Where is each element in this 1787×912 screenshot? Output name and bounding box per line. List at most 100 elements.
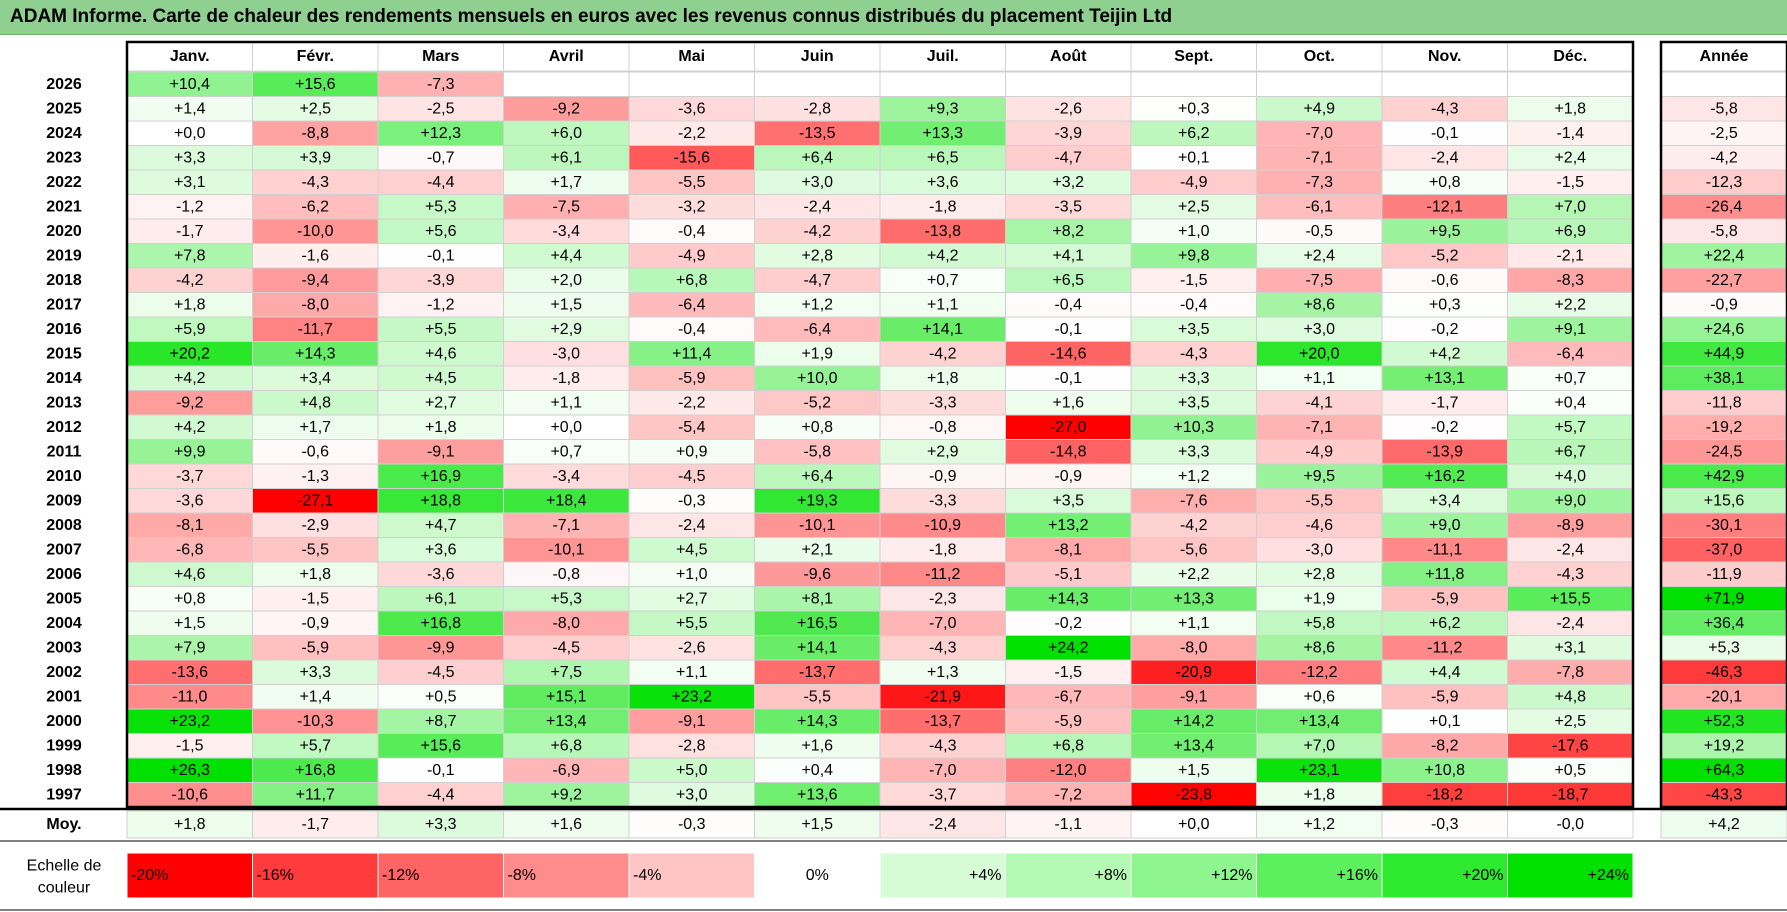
heatmap-cell [377,96,504,122]
heatmap-cell [628,488,755,514]
heatmap-cell [126,488,253,514]
heatmap-cell [1381,243,1508,269]
cell-value: +4,4 [550,247,582,264]
cell-value: -1,2 [176,198,204,215]
cell-value: +0,7 [1554,370,1586,387]
cell-value: -6,4 [1556,345,1584,362]
cell-value: -1,7 [1431,394,1459,411]
scale-swatch [628,852,755,899]
cell-value: -4,4 [427,174,455,191]
heatmap-cell [1130,684,1257,710]
heatmap-cell [879,341,1006,367]
cell-value: -2,3 [929,590,957,607]
cell-value: -5,4 [678,419,706,436]
cell-value: +23,1 [1299,762,1340,779]
cell-value: -2,8 [803,100,831,117]
heatmap-cell [628,169,755,195]
heatmap-cell [1256,561,1383,587]
cell-value: -18,7 [1552,786,1589,803]
cell-value: +3,4 [299,370,331,387]
cell-value: +8,2 [1052,223,1084,240]
heatmap-cell [1005,659,1132,685]
heatmap-cell [628,292,755,318]
heatmap-cell [628,316,755,342]
cell-value: +7,0 [1554,198,1586,215]
cell-value: -7,1 [1305,419,1333,436]
cell-value: -17,6 [1552,737,1589,754]
cell-value: +0,0 [174,125,206,142]
cell-value: -4,5 [552,639,580,656]
cell-value: +4,2 [1429,345,1461,362]
cell-value: -1,5 [1180,272,1208,289]
month-label: Mars [422,48,459,65]
cell-value: -3,9 [427,272,455,289]
heatmap-cell [879,120,1006,146]
scale-label-line1: Echelle de [27,858,102,875]
row-year-label: 2016 [46,321,82,338]
heatmap-cell [1005,537,1132,563]
heatmap-cell [1130,610,1257,636]
heatmap-cell [628,365,755,391]
cell-value: -7,3 [427,76,455,93]
cell-value: +10,8 [1425,762,1466,779]
cell-value: +1,0 [1178,223,1210,240]
cell-value: +4,9 [1303,100,1335,117]
annual-value: -20,1 [1706,688,1743,705]
heatmap-cell [1130,782,1257,808]
cell-value: -3,7 [929,786,957,803]
cell-value: -3,4 [552,468,580,485]
cell-value: -3,0 [1305,541,1333,558]
cell-value: +1,5 [1178,762,1210,779]
heatmap-cell [1507,439,1634,465]
cell-value: +1,2 [801,296,833,313]
row-year-label: 2023 [46,149,82,166]
cell-value: -7,1 [1305,149,1333,166]
heatmap-cell [1130,194,1257,220]
cell-value: +4,6 [425,345,457,362]
cell-value: +14,1 [797,639,838,656]
heatmap-cell [1381,488,1508,514]
month-label: Août [1050,48,1087,65]
heatmap-cell [1507,610,1634,636]
heatmap-cell [503,488,630,514]
heatmap-body: 2026 +10,4 +15,6 -7,3 2025 +1,4 +2,5 -2,5 -9,2 -3… [46,71,1787,808]
cell-value: +0,5 [1554,762,1586,779]
cell-value: -4,3 [929,639,957,656]
heatmap-cell [754,194,881,220]
month-label: Oct. [1304,48,1335,65]
heatmap-cell [879,267,1006,293]
cell-value: +7,5 [550,664,582,681]
cell-value: -7,0 [1305,125,1333,142]
cell-value: +10,4 [170,76,211,93]
cell-value: +11,7 [296,786,335,803]
row-year-label: 2006 [46,566,82,583]
heatmap-cell [1130,71,1257,97]
cell-value: -5,9 [1054,713,1082,730]
heatmap-cell [1381,610,1508,636]
cell-value: +3,3 [1178,443,1210,460]
heatmap-cell [1005,341,1132,367]
cell-value: +14,2 [1174,713,1215,730]
cell-value: +3,0 [676,786,708,803]
heatmap-cell [1130,341,1257,367]
cell-value: +20,2 [170,345,211,362]
cell-value: +0,1 [1429,713,1461,730]
cell-value: +8,7 [425,713,457,730]
cell-value: -11,2 [925,566,960,583]
cell-value: -0,8 [929,419,957,436]
heatmap-cell [503,708,630,734]
cell-value: -2,9 [301,517,329,534]
scale-swatch [1381,852,1508,899]
cell-value: -8,8 [301,125,329,142]
scale-step-label: -16% [257,867,294,884]
heatmap-cell [879,561,1006,587]
heatmap-cell [1256,365,1383,391]
cell-value: -21,9 [925,688,962,705]
cell-value: -0,9 [1054,468,1082,485]
annual-value: +38,1 [1704,370,1745,387]
heatmap-cell [754,733,881,759]
heatmap-cell [503,169,630,195]
heatmap-cell [503,586,630,612]
cell-value: -5,6 [1180,541,1208,558]
heatmap-cell [628,218,755,244]
